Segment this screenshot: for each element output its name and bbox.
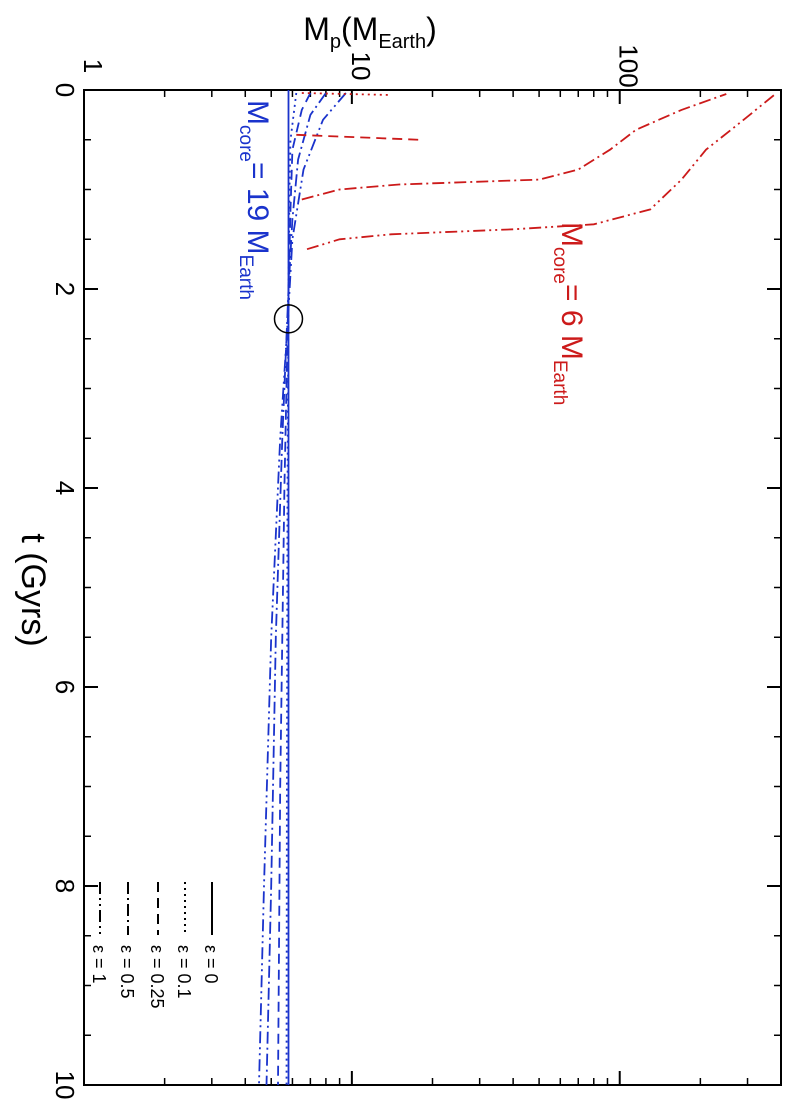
legend-label: ε = 0.25 [147,945,167,1009]
mass-tick-label: 100 [614,44,644,87]
annotation-core19: Mcore= 19 MEarth [235,100,274,300]
x-axis-title: t (Gyrs) [14,533,52,646]
series-core6-dashdotdot [306,92,778,251]
annotations: Mcore= 19 MEarth Mcore= 6 MEarth [235,100,588,405]
time-tick-label: 4 [50,481,80,495]
annotation-core6: Mcore= 6 MEarth [549,222,588,405]
marker-circle [273,304,304,334]
marker-layer [273,304,304,334]
legend-label: ε = 0 [201,945,221,984]
legend: ε = 0 ε = 0.1 ε = 0.25 ε = 0.5 ε = 1 [89,882,221,1009]
series-core19-dashdotdot [258,92,347,1086]
y-axis-title-unit-sub: Earth [378,31,426,53]
time-tick-label: 10 [50,1071,80,1100]
legend-label: ε = 1 [89,945,109,984]
y-axis-title-close: ) [426,11,437,47]
y-axis-title-sub: p [330,31,341,53]
time-tick-label: 2 [50,282,80,296]
legend-label: ε = 0.5 [117,945,137,999]
mass-tick-label: 1 [78,59,108,73]
axis-ticks: 0 2 4 6 8 10 1 10 100 [50,44,782,1100]
series-core19-dash [277,92,312,1086]
mass-tick-label: 10 [346,52,376,81]
y-axis-title-paren: (M [341,11,378,47]
series-core19-dashdot [265,92,327,1086]
series-core6-dash [296,133,421,141]
time-tick-label: 6 [50,680,80,694]
legend-label: ε = 0.1 [174,945,194,999]
series-core6-dashdot [301,93,727,201]
y-axis-title-main: M [303,11,330,47]
time-tick-label: 8 [50,879,80,893]
y-axis-title: Mp(MEarth) [303,11,437,53]
time-tick-label: 0 [50,83,80,97]
series-layer [258,90,778,1086]
